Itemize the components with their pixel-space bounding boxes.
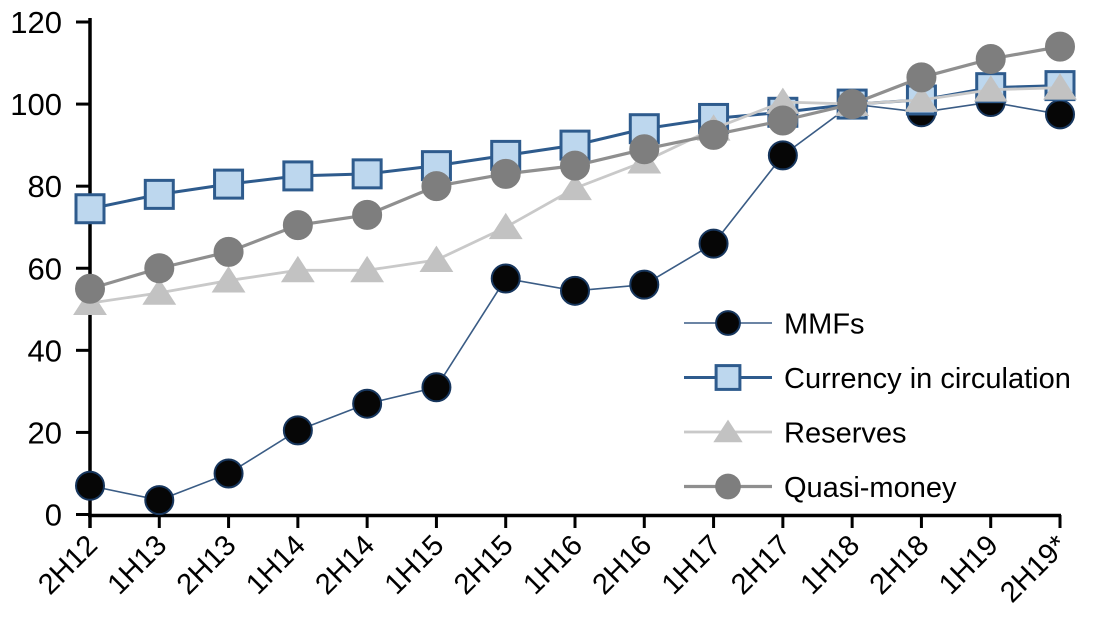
series-mmfs-marker	[213, 458, 244, 489]
series-reserves-marker	[558, 173, 592, 201]
series-quasi-money-marker	[75, 273, 105, 304]
x-tick-label: 1H18	[794, 529, 866, 601]
legend-swatch-quasi-money	[715, 473, 741, 500]
series-reserves-marker	[973, 75, 1008, 102]
series-currency-in-circulation-marker	[143, 178, 175, 210]
series-quasi-money-marker	[698, 119, 729, 150]
x-tick-label: 1H15	[379, 529, 451, 601]
x-tick-label: 1H19	[933, 529, 1005, 601]
y-tick-label: 0	[45, 498, 62, 533]
series-quasi-money-marker	[421, 171, 452, 202]
series-quasi-money-marker	[1045, 31, 1075, 62]
series-currency-in-circulation-marker	[282, 160, 314, 192]
series-quasi-money-marker	[767, 105, 798, 136]
series-quasi-money-marker	[560, 150, 590, 181]
series-mmfs-marker	[1045, 99, 1075, 130]
series-mmfs-marker	[75, 470, 105, 501]
x-tick-label: 2H13	[171, 529, 243, 601]
series-reserves-marker	[419, 245, 454, 272]
series-quasi-money-marker	[352, 199, 383, 230]
x-tick-label: 2H17	[725, 529, 797, 601]
x-tick-label: 2H19*	[994, 529, 1074, 609]
y-tick-label: 20	[28, 415, 62, 450]
series-reserves-marker	[1043, 73, 1077, 100]
x-tick-label: 2H15	[448, 529, 520, 601]
legend-swatch-mmfs	[715, 310, 741, 336]
x-tick-label: 1H17	[656, 529, 728, 601]
series-mmfs-marker	[421, 372, 452, 403]
series-quasi-money-marker	[975, 43, 1006, 74]
series-mmfs-marker	[629, 269, 660, 300]
series-mmfs-marker	[490, 263, 521, 294]
x-tick-label: 2H16	[587, 529, 659, 601]
series-mmfs-marker	[767, 140, 798, 171]
x-tick-label: 2H12	[32, 529, 104, 601]
series-quasi-money-marker	[282, 210, 313, 241]
series-currency-in-circulation-marker	[74, 193, 106, 225]
x-tick-label: 1H13	[102, 529, 174, 601]
series-mmfs-marker	[698, 228, 729, 259]
legend-swatch-reserves	[713, 419, 743, 443]
series-quasi-money-marker	[629, 134, 660, 165]
series-reserves-marker	[280, 255, 315, 283]
x-tick-label: 1H16	[517, 529, 589, 601]
series-quasi-money-marker	[906, 62, 937, 93]
series-currency-in-circulation-marker	[351, 158, 383, 190]
series-reserves-marker	[211, 266, 246, 293]
legend-swatch-currency-in-circulation	[714, 364, 742, 391]
series-quasi-money-marker	[490, 158, 521, 189]
series-mmfs-marker	[144, 485, 175, 516]
y-tick-label: 120	[10, 5, 62, 40]
y-tick-label: 40	[28, 333, 62, 368]
legend-label-quasi-money: Quasi-money	[784, 472, 957, 504]
x-tick-label: 2H18	[864, 529, 936, 601]
x-tick-label: 1H14	[240, 529, 312, 601]
series-quasi-money-marker	[144, 253, 175, 284]
series-mmfs-marker	[282, 415, 313, 446]
y-tick-label: 100	[10, 87, 62, 122]
series-reserves-marker	[350, 255, 385, 283]
y-tick-label: 80	[28, 169, 62, 204]
legend-label-mmfs: MMFs	[784, 309, 865, 341]
series-currency-in-circulation-marker	[213, 168, 245, 200]
series-quasi-money-marker	[837, 89, 868, 120]
y-tick-label: 60	[28, 251, 62, 286]
legend-label-reserves: Reserves	[784, 418, 907, 450]
series-mmfs-marker	[560, 275, 590, 306]
series-reserves-marker	[904, 85, 939, 112]
series-mmfs-marker	[352, 388, 383, 419]
legend-label-currency-in-circulation: Currency in circulation	[784, 363, 1071, 395]
series-quasi-money-marker	[213, 236, 244, 267]
x-tick-label: 2H14	[309, 529, 381, 601]
series-reserves-marker	[488, 212, 523, 240]
series-reserves-marker	[142, 278, 177, 305]
